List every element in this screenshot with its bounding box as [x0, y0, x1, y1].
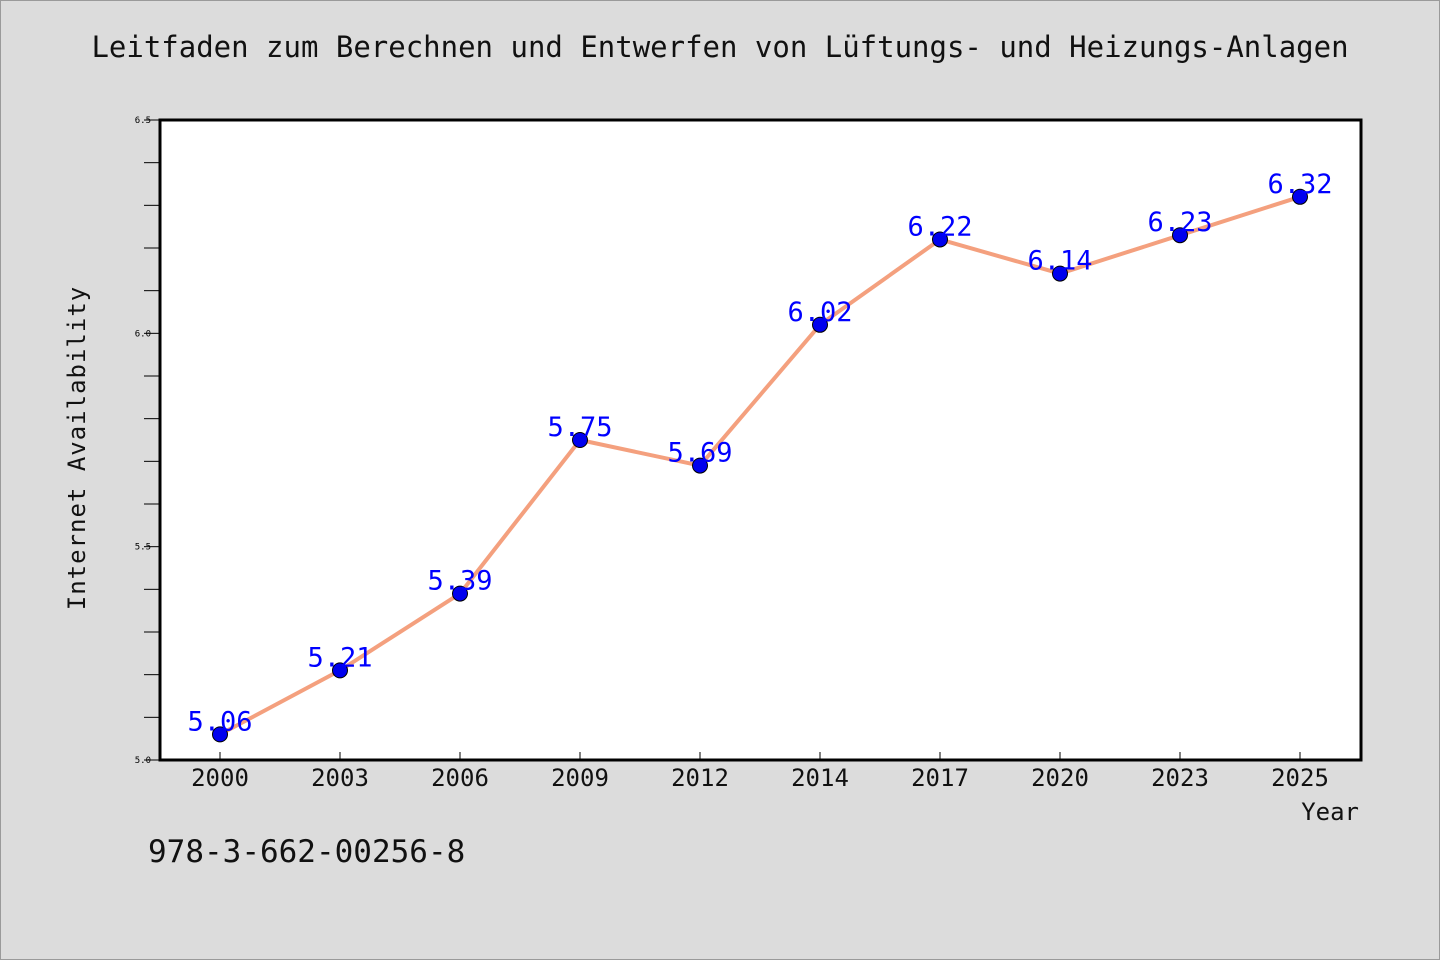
data-point [1172, 227, 1188, 244]
data-point [212, 726, 228, 743]
x-tick-label: 2020 [1031, 764, 1089, 792]
isbn-footnote: 978-3-662-00256-8 [148, 834, 466, 870]
data-label: 5.69 [667, 438, 732, 469]
x-tick-label: 2023 [1151, 764, 1209, 792]
y-tick-label: 5.5 [135, 543, 151, 553]
x-tick-label: 2009 [551, 764, 609, 792]
x-tick-label: 2012 [671, 764, 729, 792]
y-tick-label: 5.0 [135, 756, 151, 766]
x-axis-label: Year [1301, 798, 1359, 826]
data-label: 5.75 [547, 412, 612, 443]
x-tick-label: 2017 [911, 764, 969, 792]
y-tick-label: 6.5 [135, 116, 151, 126]
y-axis-label: Internet Availability [63, 286, 91, 610]
data-label: 6.14 [1027, 246, 1092, 277]
data-point [332, 662, 348, 679]
x-tick-label: 2014 [791, 764, 849, 792]
chart-title: Leitfaden zum Berechnen und Entwerfen vo… [91, 30, 1349, 64]
data-labels-layer: 5.06 5.21 5.39 5.75 5.69 6.02 6.22 6.14 6.23 6.32 [187, 169, 1332, 738]
axis-ticks: 5.0 5.5 6.0 6.5 2000 2003 2006 2009 2012 2014 2017… [135, 116, 1329, 792]
series-line [218, 194, 1302, 737]
x-tick-label: 2000 [191, 764, 249, 792]
data-label: 6.02 [787, 297, 852, 328]
data-point [452, 585, 468, 602]
data-point [812, 316, 828, 333]
data-label: 6.32 [1267, 169, 1332, 200]
x-tick-label: 2025 [1271, 764, 1329, 792]
data-label: 5.21 [307, 642, 372, 673]
data-point [932, 231, 948, 248]
data-point [1052, 265, 1068, 282]
plot-area [160, 120, 1361, 760]
plot-border [158, 118, 1363, 762]
data-point [1292, 188, 1308, 205]
data-label: 5.39 [427, 566, 492, 597]
data-label: 5.06 [187, 706, 252, 737]
data-point [572, 432, 588, 448]
x-tick-label: 2003 [311, 764, 369, 792]
data-label: 6.22 [907, 211, 972, 242]
data-point [692, 457, 708, 474]
series-layer [212, 188, 1308, 743]
y-tick-label: 6.0 [135, 329, 151, 339]
x-tick-label: 2006 [431, 764, 489, 792]
data-label: 6.23 [1147, 207, 1212, 238]
